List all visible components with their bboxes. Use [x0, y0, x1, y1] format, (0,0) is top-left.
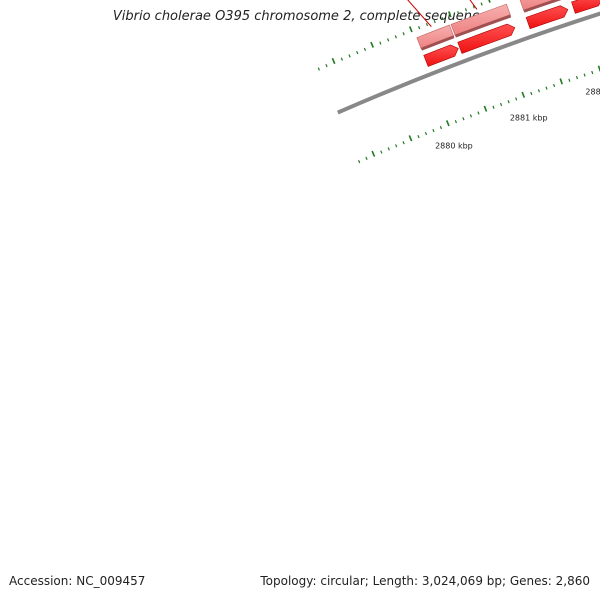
scale-tick-label: 2882 kbp	[585, 87, 600, 96]
scale-tick	[380, 150, 383, 154]
scale-tick	[417, 134, 420, 139]
gene-leader-rplK	[407, 0, 432, 27]
scale-tick	[433, 19, 436, 24]
scale-tick	[462, 117, 465, 121]
chromosome-backbone	[336, 11, 600, 115]
cds-arrow-rplK	[423, 44, 459, 67]
scale-tick	[432, 128, 435, 133]
scale-tick	[597, 65, 600, 72]
scale-tick	[325, 64, 328, 68]
scale-tick	[365, 156, 368, 161]
scale-tick	[521, 91, 526, 98]
scale-tick	[408, 26, 413, 33]
backbone-line	[336, 11, 600, 115]
scale-tick	[469, 114, 473, 118]
scale-tick	[348, 54, 351, 58]
scale-tick	[439, 125, 443, 130]
scale-tick	[488, 0, 491, 3]
scale-tick	[446, 120, 450, 127]
scale-tick	[370, 41, 374, 48]
scale-tick	[357, 159, 361, 164]
scale-tick	[545, 86, 548, 90]
cds-arrow-rplA	[457, 23, 516, 54]
scale-tick	[441, 16, 444, 21]
scale-tick	[379, 41, 382, 45]
scale-tick	[583, 73, 586, 77]
scale-tick	[575, 76, 579, 80]
scale-tick	[418, 25, 421, 30]
scale-tick	[492, 105, 495, 109]
scale-tick	[480, 2, 483, 6]
cds-track	[423, 0, 600, 67]
gene-bar-shadow-rplA	[454, 14, 512, 38]
gene-leader-rplA	[469, 0, 478, 10]
scale-tick	[395, 144, 398, 148]
scale-tick	[457, 11, 460, 15]
scale-tick	[387, 38, 390, 42]
scale-tick	[402, 32, 405, 36]
scale-tick	[408, 135, 413, 142]
accession-label: Accession: NC_009457	[9, 574, 146, 588]
scale-tick	[483, 105, 488, 112]
scale-tick	[507, 100, 510, 104]
topology-label: Topology: circular; Length: 3,024,069 bp…	[260, 574, 590, 588]
gene-track	[416, 0, 562, 51]
scale-tick	[317, 67, 320, 71]
scale-tick	[454, 120, 458, 124]
scale-tick-label: 2881 kbp	[510, 113, 548, 122]
scale-tick	[472, 5, 475, 9]
gene-labels: rplKrplArplJrplLrpoB	[407, 0, 478, 27]
scale-tick	[553, 83, 556, 88]
scale-tick	[499, 102, 503, 107]
scale-tick	[356, 50, 359, 55]
scale-tick	[425, 22, 429, 27]
scale-tick	[530, 91, 533, 96]
scale-tick	[402, 141, 405, 145]
scale-tick	[448, 11, 452, 18]
cds-arrow-rplL	[571, 0, 600, 14]
scale-tick-label: 2880 kbp	[435, 142, 473, 151]
map-title: Vibrio cholerae O395 chromosome 2, compl…	[112, 9, 488, 24]
scale-tick	[387, 147, 390, 151]
scale-tick	[371, 150, 376, 157]
scale-tick	[559, 78, 563, 85]
scale-tick	[568, 78, 571, 82]
cds-arrow-rplJ	[525, 5, 569, 30]
scale-tick	[515, 97, 518, 101]
scale-tick	[394, 35, 397, 39]
scale-tick	[424, 131, 428, 136]
scale-tick	[331, 57, 336, 65]
scale-tick	[363, 47, 367, 52]
scale-tick	[591, 70, 594, 75]
scale-tick	[477, 111, 480, 115]
scale-tick	[340, 57, 343, 61]
gene-bar-shadow-rplK	[420, 35, 455, 51]
gene-bar-shadow-rplJ	[523, 0, 562, 13]
scale-tick	[464, 8, 468, 12]
scale-tick	[537, 89, 540, 93]
